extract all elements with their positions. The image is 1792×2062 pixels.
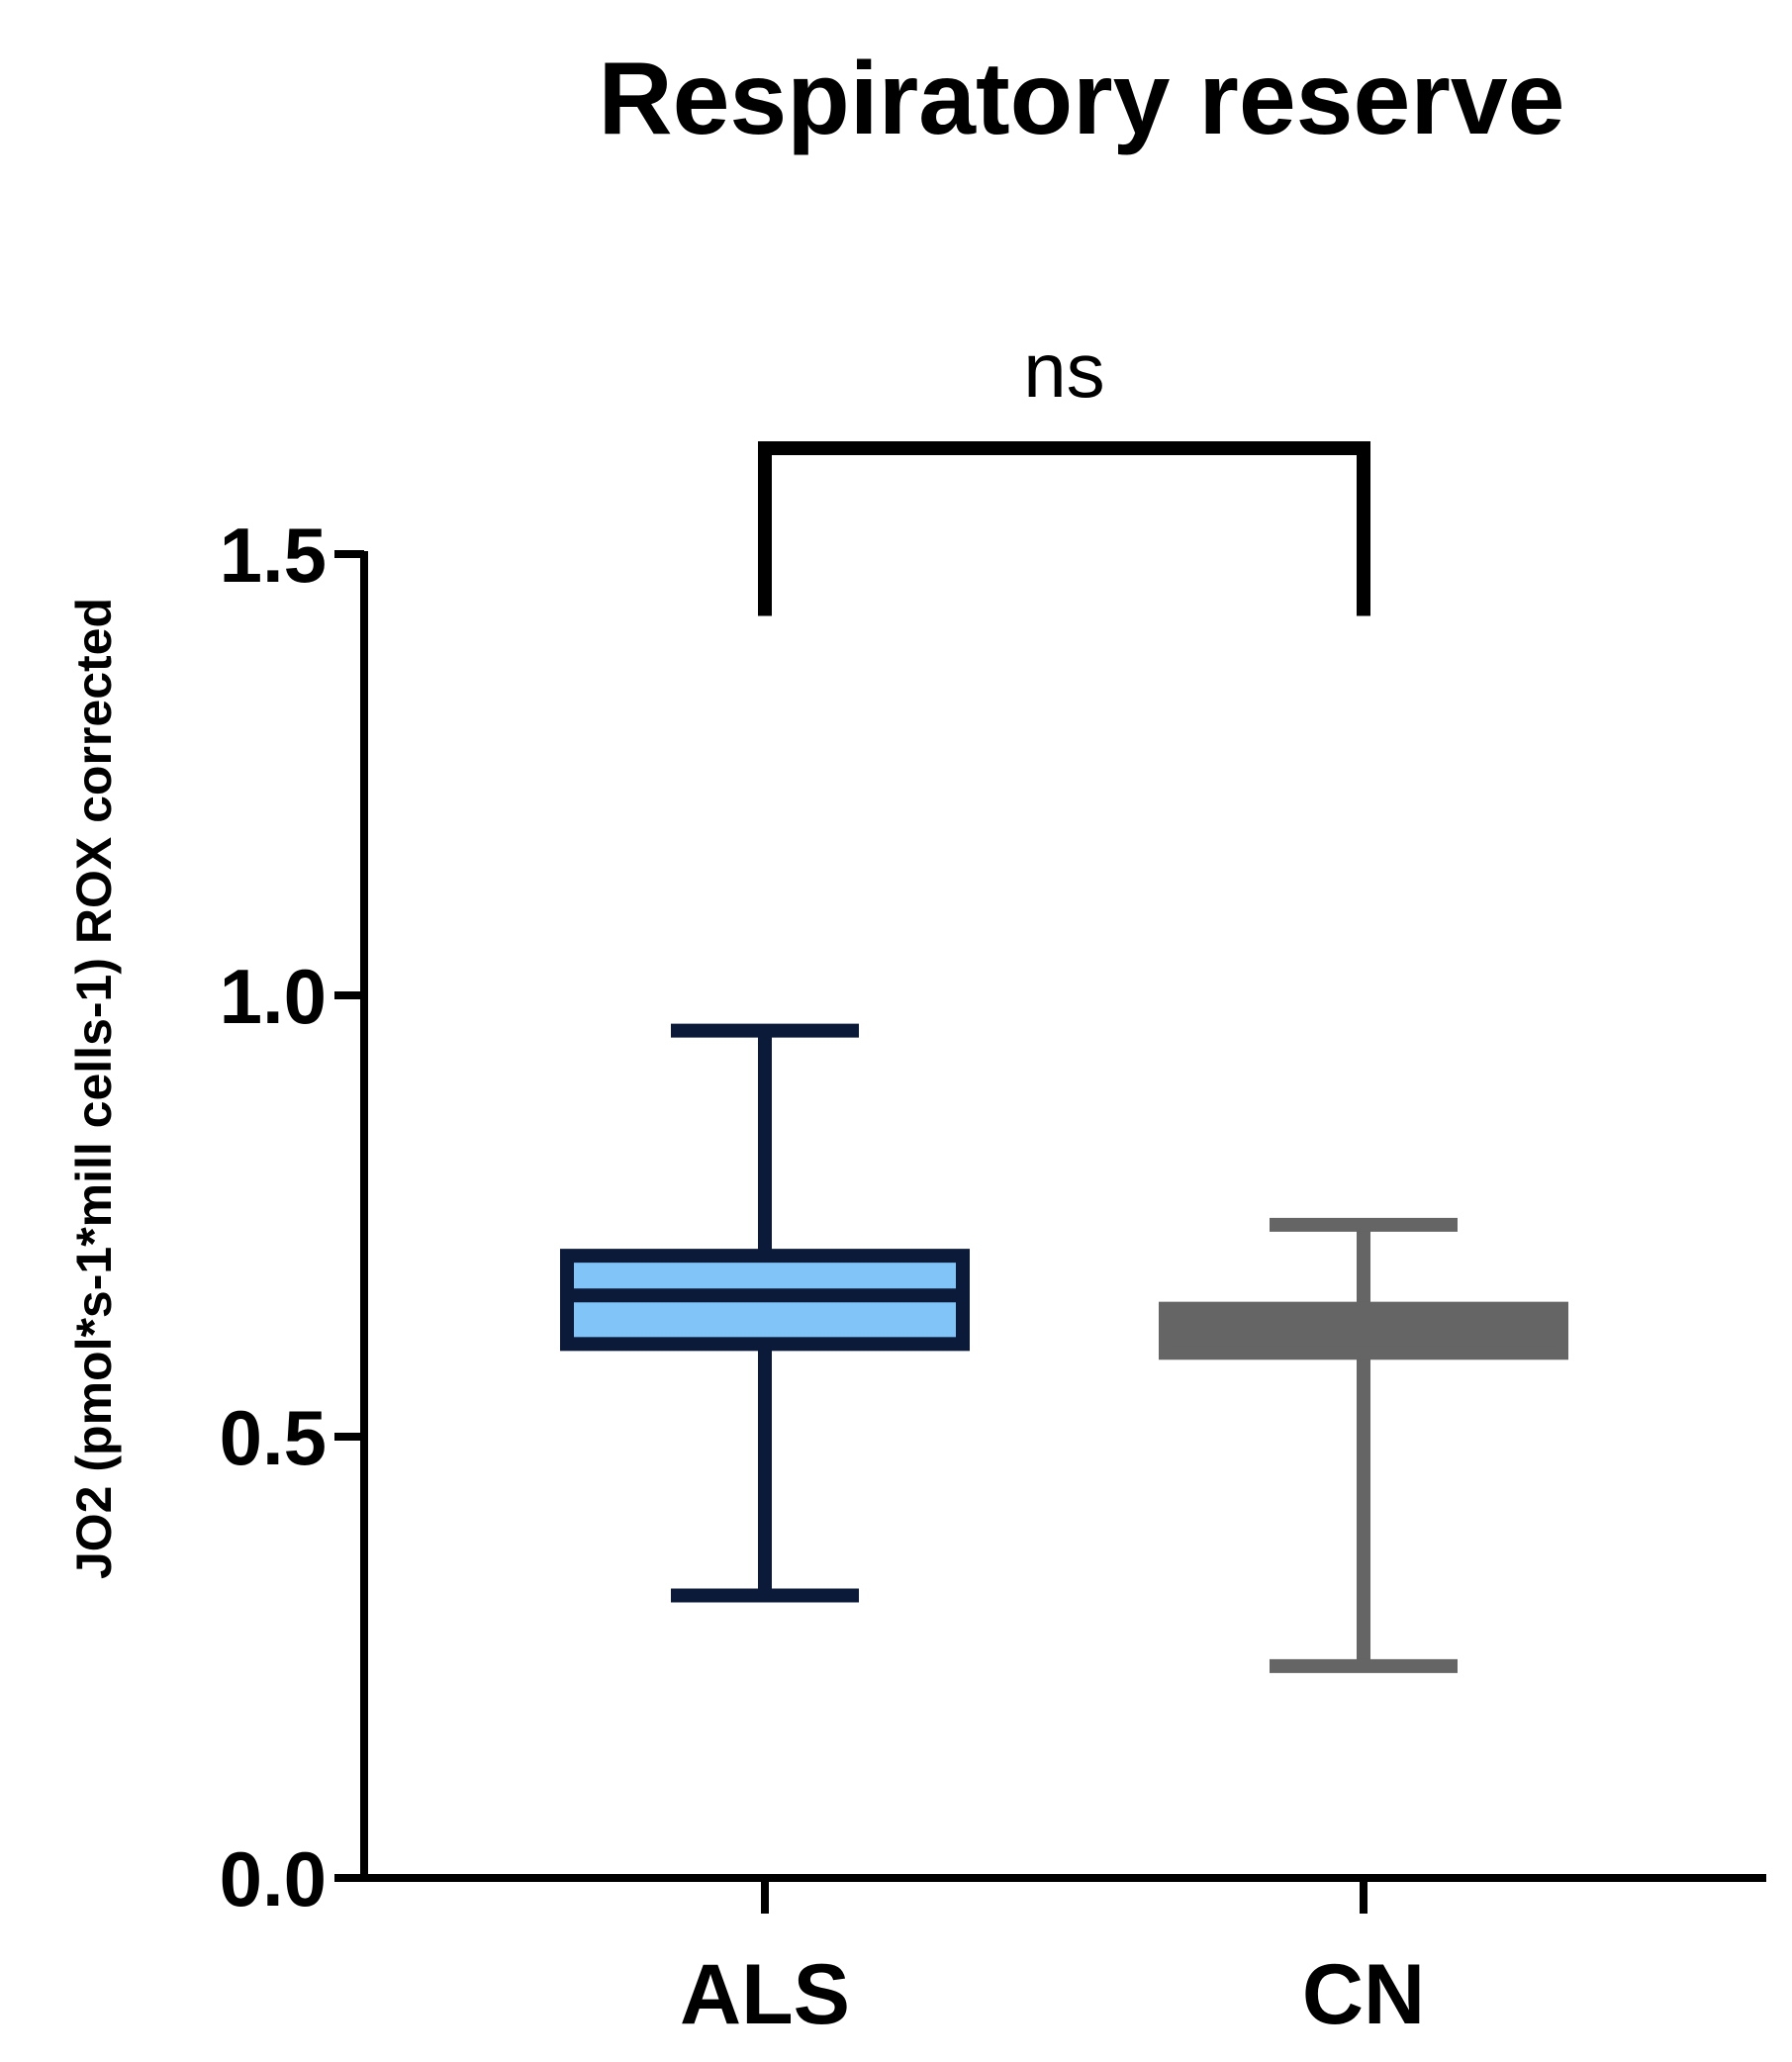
x-tick-label: ALS bbox=[680, 1947, 850, 2042]
significance-label: ns bbox=[1023, 327, 1104, 414]
significance-annotation: ns bbox=[758, 327, 1370, 616]
y-tick-label: 1.5 bbox=[220, 512, 327, 599]
axes: 0.0 0.5 1.0 1.5 ALS CN bbox=[220, 512, 1766, 2042]
box-als bbox=[560, 1023, 970, 1603]
chart-title: Respiratory reserve bbox=[598, 42, 1564, 156]
significance-bracket bbox=[758, 440, 1370, 616]
box-cn bbox=[1159, 1217, 1568, 1673]
box-marks bbox=[560, 1023, 1568, 1673]
y-tick-label: 0.5 bbox=[220, 1394, 327, 1481]
y-axis-label: JO2 (pmol*s-1*mill cells-1) ROX correcte… bbox=[66, 598, 122, 1579]
y-tick-label: 1.0 bbox=[220, 953, 327, 1040]
y-tick-label: 0.0 bbox=[220, 1835, 327, 1922]
x-tick-label: CN bbox=[1302, 1947, 1425, 2042]
